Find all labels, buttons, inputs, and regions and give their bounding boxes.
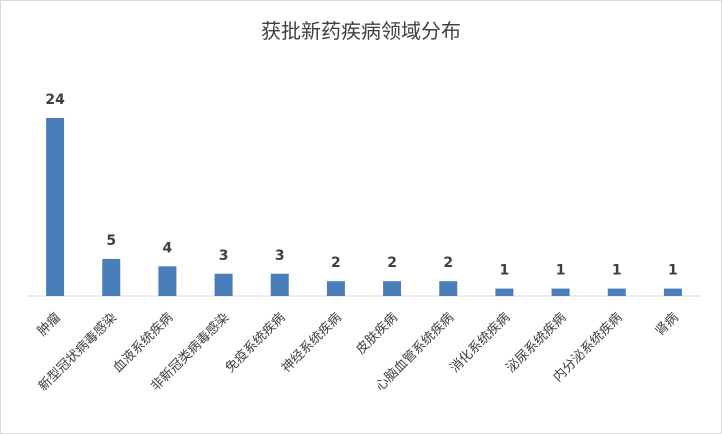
data-label: 3: [219, 248, 229, 264]
category-label: 肿瘤: [34, 310, 64, 340]
category-label: 肾病: [653, 310, 682, 339]
bar: [607, 288, 626, 296]
bar: [495, 288, 514, 296]
bar: [158, 266, 177, 296]
bar: [270, 273, 289, 296]
data-label: 2: [387, 255, 397, 271]
data-label: 1: [668, 263, 678, 279]
bar: [326, 281, 345, 296]
bar: [439, 281, 458, 296]
category-label: 皮肤疾病: [354, 310, 401, 357]
data-label: 1: [556, 263, 566, 279]
data-label: 2: [331, 255, 341, 271]
data-label: 4: [163, 240, 173, 256]
bar: [46, 118, 65, 296]
data-label: 24: [45, 92, 65, 108]
bar: [383, 281, 402, 296]
data-label: 1: [500, 263, 510, 279]
chart-title: 获批新药疾病领域分布: [261, 19, 461, 43]
data-label: 5: [106, 233, 116, 249]
bar: [663, 288, 682, 296]
bar: [214, 273, 233, 296]
category-label: 神经系统疾病: [279, 310, 345, 376]
bar: [551, 288, 570, 296]
data-label: 1: [612, 263, 622, 279]
data-label: 2: [443, 255, 453, 271]
data-label: 3: [275, 248, 285, 264]
bar: [102, 258, 121, 296]
